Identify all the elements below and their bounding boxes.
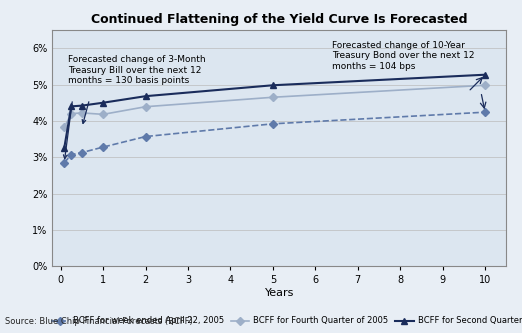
Text: Forecasted change of 10-Year
Treasury Bond over the next 12
months = 104 bps: Forecasted change of 10-Year Treasury Bo… (333, 41, 475, 71)
X-axis label: Years: Years (265, 288, 294, 298)
Legend: BCFF for week ended April 22, 2005, BCFF for Fourth Quarter of 2005, BCFF for Se: BCFF for week ended April 22, 2005, BCFF… (48, 313, 522, 329)
Title: Continued Flattening of the Yield Curve Is Forecasted: Continued Flattening of the Yield Curve … (91, 13, 468, 26)
Text: Source: Blue Chip Financial Forecasts (BCFF): Source: Blue Chip Financial Forecasts (B… (5, 317, 193, 326)
Text: Forecasted change of 3-Month
Treasury Bill over the next 12
months = 130 basis p: Forecasted change of 3-Month Treasury Bi… (68, 55, 206, 85)
